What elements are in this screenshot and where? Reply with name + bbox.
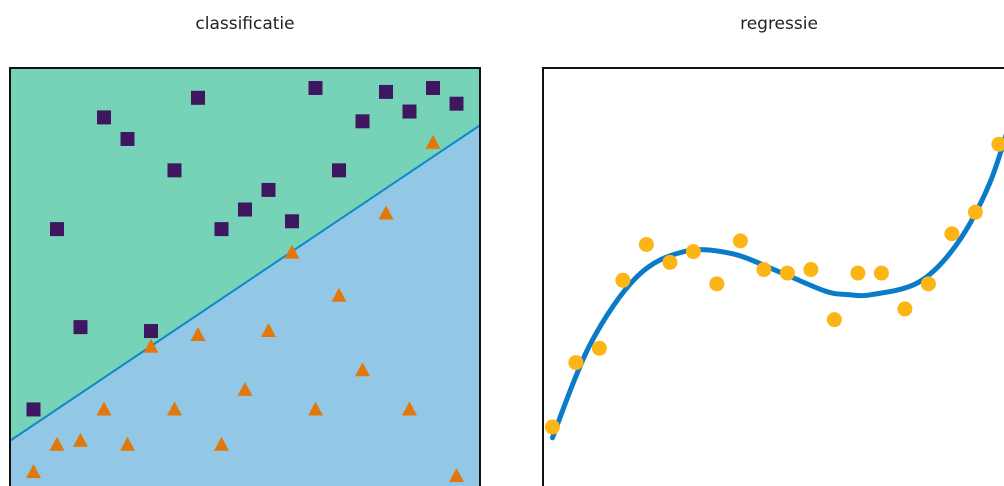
data-point	[873, 265, 889, 281]
square-point	[355, 114, 370, 129]
triangle-point	[331, 287, 347, 302]
triangle-point	[261, 323, 276, 338]
square-point	[191, 90, 205, 105]
square-point	[26, 402, 41, 417]
square-point	[50, 222, 64, 237]
square-point	[285, 214, 299, 229]
data-point	[944, 226, 960, 242]
triangle-point	[190, 326, 206, 341]
data-point	[897, 301, 913, 317]
square-point	[167, 163, 182, 178]
square-point	[97, 110, 111, 125]
triangle-point	[378, 205, 394, 220]
triangle-point	[167, 401, 182, 416]
data-point	[709, 276, 725, 292]
square-point	[379, 84, 393, 99]
data-point	[850, 265, 866, 281]
square-point	[144, 324, 158, 339]
triangle-point	[284, 244, 300, 259]
data-point	[662, 254, 678, 270]
triangle-point	[402, 401, 417, 416]
data-point	[967, 204, 983, 220]
data-point	[803, 262, 819, 278]
square-point	[73, 320, 88, 335]
square-point	[308, 81, 323, 95]
regression-curve	[549, 133, 1004, 441]
data-point	[544, 419, 560, 435]
triangle-point	[96, 401, 112, 416]
data-point	[779, 265, 795, 281]
triangle-point	[143, 338, 159, 353]
class-region-top	[10, 68, 480, 441]
data-point	[732, 233, 748, 249]
data-point	[615, 272, 631, 288]
square-point	[261, 182, 276, 197]
data-point	[685, 244, 701, 260]
square-point	[426, 81, 440, 95]
triangle-point	[308, 401, 323, 416]
data-point	[826, 312, 842, 328]
regression-plot-frame	[542, 67, 1004, 486]
triangle-point	[26, 464, 41, 479]
decision-boundary-line	[10, 124, 480, 442]
triangle-point	[425, 134, 441, 149]
triangle-point	[237, 381, 253, 396]
square-point	[238, 202, 252, 217]
class-region-bottom	[10, 125, 480, 486]
data-point	[920, 276, 936, 292]
square-point	[214, 222, 229, 237]
square-point	[449, 96, 464, 111]
triangle-point	[214, 436, 229, 451]
square-point	[402, 104, 417, 119]
triangle-point	[120, 436, 135, 451]
data-point	[638, 236, 654, 252]
regression-chart-title: regressie	[740, 14, 818, 34]
classification-chart-title: classificatie	[195, 14, 295, 34]
triangle-point	[49, 436, 65, 451]
triangle-point	[449, 468, 464, 483]
regression-plot	[544, 133, 1004, 441]
triangle-point	[355, 362, 370, 377]
classification-plot-frame	[9, 67, 481, 486]
data-point	[756, 262, 772, 278]
square-point	[332, 163, 346, 178]
triangle-point	[73, 432, 88, 447]
data-point	[991, 136, 1004, 152]
classification-plot	[10, 68, 480, 486]
data-point	[591, 340, 607, 356]
square-point	[120, 131, 135, 146]
data-point	[568, 355, 584, 371]
